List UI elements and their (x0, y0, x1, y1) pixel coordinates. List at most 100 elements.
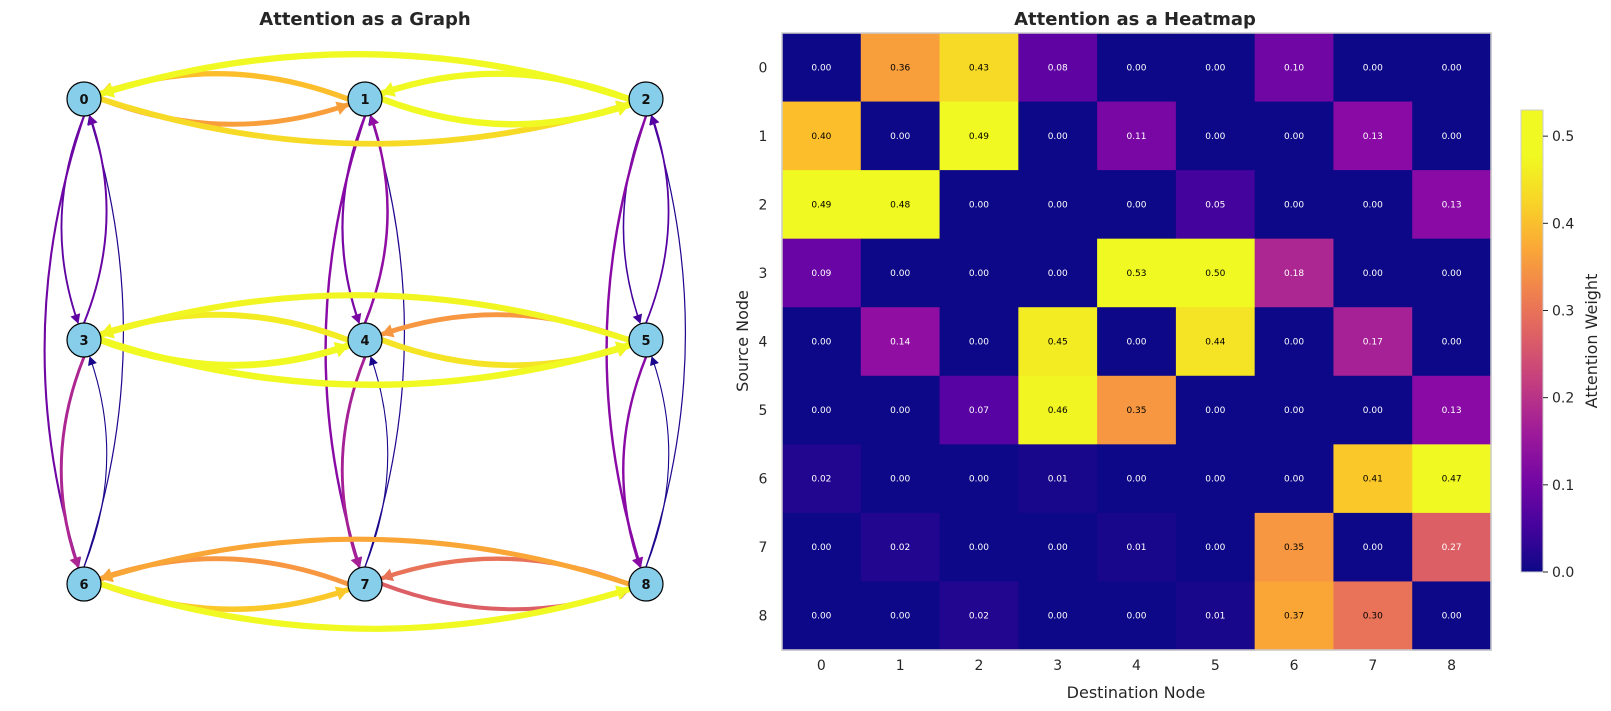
heatmap-cell (939, 238, 1019, 308)
heatmap-xlabel: Destination Node (1067, 683, 1206, 702)
graph-edge (645, 357, 670, 568)
heatmap-cell (1333, 33, 1413, 103)
heatmap-cell (1333, 238, 1413, 308)
graph-edge-arrowhead (632, 556, 643, 568)
heatmap-cell (1175, 581, 1256, 651)
colorbar-tick-label: 0.4 (1552, 216, 1574, 232)
heatmap-cell-label: 0.05 (1205, 200, 1225, 210)
heatmap-cell (1097, 581, 1177, 651)
heatmap-cell-label: 0.00 (1048, 132, 1068, 142)
heatmap-y-tick-label: 5 (759, 403, 768, 419)
heatmap-cell (1254, 307, 1335, 377)
heatmap-cell-label: 0.01 (1048, 475, 1068, 485)
heatmap-cell-label: 0.53 (1126, 269, 1146, 279)
heatmap-cell (1175, 238, 1256, 308)
heatmap-cell (1254, 512, 1335, 583)
graph-edge-arrowhead (88, 356, 97, 366)
heatmap-cell-label: 0.46 (1048, 406, 1068, 416)
heatmap-cell-label: 0.00 (1284, 406, 1304, 416)
colorbar-tick-label: 0.1 (1552, 478, 1574, 494)
heatmap-x-tick-label: 3 (1053, 658, 1062, 674)
heatmap-cell (1412, 307, 1492, 377)
heatmap-cell (1333, 581, 1413, 651)
graph-node-label: 8 (641, 578, 650, 593)
heatmap-cell-label: 0.00 (1205, 132, 1225, 142)
graph-edge-arrowhead (381, 324, 395, 338)
colorbar-tick-label: 0.5 (1552, 129, 1574, 145)
heatmap-cell (1333, 307, 1413, 377)
heatmap-cell-label: 0.00 (811, 63, 831, 73)
heatmap-ylabel: Source Node (733, 290, 752, 392)
graph-edge (645, 116, 670, 324)
heatmap-cell-label: 0.27 (1442, 543, 1462, 553)
heatmap-cell (939, 581, 1019, 651)
graph-edge (99, 311, 351, 343)
heatmap-x-tick-label: 2 (974, 658, 983, 674)
heatmap-cell-label: 0.07 (969, 406, 989, 416)
heatmap-cell-label: 0.49 (969, 132, 989, 142)
heatmap-cell-label: 0.49 (811, 200, 831, 210)
heatmap-cell-label: 0.44 (1205, 338, 1225, 348)
graph-edge (99, 71, 351, 102)
graph-edge (83, 115, 108, 324)
graph-edge-arrowhead (381, 82, 396, 97)
heatmap-cell (1097, 307, 1177, 377)
heatmap-cell (782, 170, 862, 240)
heatmap-y-tick-label: 8 (759, 609, 768, 625)
heatmap-y-tick-label: 6 (759, 472, 768, 488)
graph-edge-arrowhead (614, 101, 630, 117)
heatmap-cell (1254, 101, 1335, 171)
heatmap-cell (1333, 101, 1413, 171)
heatmap-cell-label: 0.00 (1363, 406, 1383, 416)
graph-edge-arrowhead (649, 115, 660, 126)
heatmap-cell-label: 0.40 (811, 132, 831, 142)
heatmap-cells: 0.00 0.36 0.43 0.08 0.00 0.00 0.10 0.00 0.00 0.40… (782, 33, 1492, 651)
graph-edge-arrowhead (368, 115, 380, 127)
heatmap-cell (1097, 444, 1177, 514)
heatmap-cell (782, 33, 862, 103)
heatmap-cell (1175, 33, 1256, 103)
heatmap-cell (1254, 444, 1335, 514)
graph-edges (43, 51, 686, 632)
heatmap-cell-label: 0.35 (1284, 543, 1304, 553)
heatmap-cell (1333, 444, 1413, 514)
heatmap-cell-label: 0.41 (1363, 475, 1383, 485)
graph-node (347, 322, 383, 358)
graph-node (66, 566, 102, 602)
graph-edge-arrowhead (334, 586, 349, 601)
heatmap-cell (1018, 170, 1098, 240)
graph-edge (605, 114, 648, 568)
heatmap-cell-label: 0.00 (1126, 475, 1146, 485)
heatmap-cell (939, 33, 1019, 103)
graph-edge-arrowhead (351, 312, 362, 324)
heatmap-cell (939, 375, 1019, 445)
heatmap-cell (782, 307, 862, 377)
heatmap-cell-label: 0.00 (1363, 63, 1383, 73)
heatmap-cell-label: 0.37 (1284, 612, 1304, 622)
heatmap-cell-label: 0.00 (969, 338, 989, 348)
heatmap-x-tick-label: 7 (1368, 658, 1377, 674)
heatmap-cell (1018, 375, 1098, 445)
heatmap-cell (1175, 375, 1256, 445)
heatmap-cell (939, 307, 1019, 377)
graph-edge-arrowhead (87, 115, 98, 126)
heatmap-cell (1018, 101, 1098, 171)
heatmap-cell (1018, 512, 1098, 583)
heatmap-cell-label: 0.13 (1442, 406, 1462, 416)
graph-node (347, 566, 383, 602)
heatmap-x-tick-label: 1 (896, 658, 905, 674)
graph-edge (97, 336, 351, 369)
heatmap-cell-label: 0.13 (1442, 200, 1462, 210)
heatmap-cell (939, 170, 1019, 240)
heatmap-cell (1412, 101, 1492, 171)
heatmap-cell-label: 0.00 (1442, 612, 1462, 622)
heatmap-x-tick-label: 0 (817, 658, 826, 674)
heatmap-cell-label: 0.00 (1048, 612, 1068, 622)
heatmap-cell-label: 0.00 (1126, 63, 1146, 73)
heatmap-cell-label: 0.02 (890, 543, 910, 553)
heatmap-cell-label: 0.00 (1048, 269, 1068, 279)
heatmap-cell (1254, 581, 1335, 651)
graph-edge-arrowhead (100, 323, 115, 339)
heatmap-cell-label: 0.01 (1126, 543, 1146, 553)
